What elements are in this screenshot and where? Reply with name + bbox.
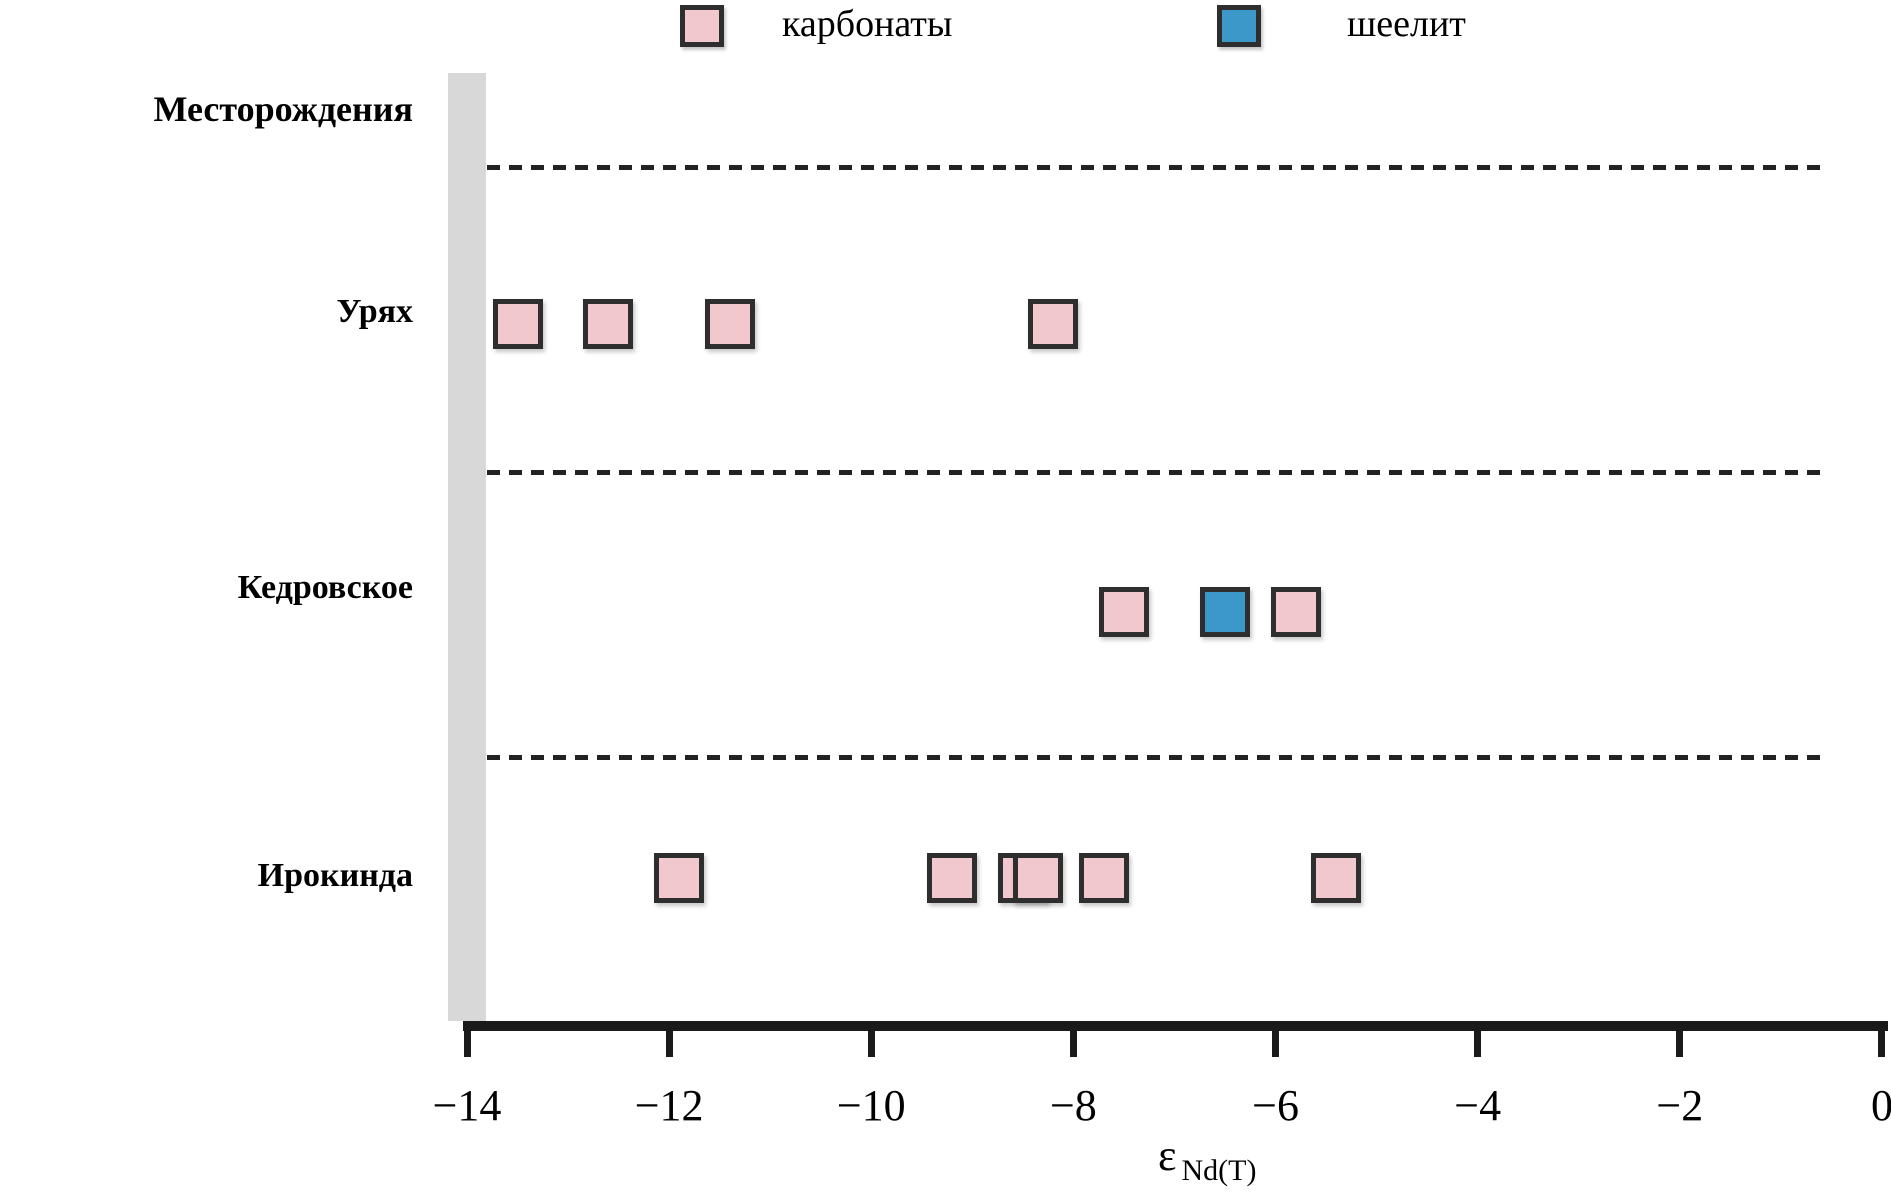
x-axis-tick xyxy=(1878,1031,1886,1057)
data-point-carbonate xyxy=(1078,853,1129,903)
data-point-carbonate xyxy=(1098,587,1149,637)
legend-swatch-scheelite xyxy=(1217,5,1261,47)
data-point-carbonate xyxy=(1311,853,1362,903)
data-point-carbonate xyxy=(1028,299,1079,349)
x-axis-line xyxy=(463,1021,1888,1031)
row-label-kedrovskoe: Кедровское xyxy=(237,569,413,606)
x-axis-tick xyxy=(867,1031,875,1057)
left-gray-band xyxy=(448,73,486,1021)
row-separator-line xyxy=(487,470,1825,475)
data-point-carbonate xyxy=(1013,853,1064,903)
x-axis-tick-label: −8 xyxy=(1049,1081,1097,1130)
y-axis-header: Месторождения xyxy=(153,89,414,129)
row-separator-line xyxy=(487,755,1825,760)
data-point-carbonate xyxy=(927,853,978,903)
legend-label-carbonates: карбонаты xyxy=(782,3,953,45)
x-axis-title-subscript: Nd(T) xyxy=(1181,1154,1257,1187)
data-point-carbonate xyxy=(492,299,543,349)
x-axis-tick-label: −10 xyxy=(836,1081,906,1130)
x-axis-tick xyxy=(665,1031,673,1057)
x-axis-tick-label: −4 xyxy=(1454,1081,1502,1130)
row-separator-line xyxy=(487,165,1825,170)
data-point-carbonate xyxy=(1270,587,1321,637)
legend-swatch-carbonates xyxy=(680,5,724,47)
x-axis-tick xyxy=(463,1031,471,1057)
row-label-uryakh: Урях xyxy=(336,293,413,330)
x-axis-tick-label: −14 xyxy=(432,1081,502,1130)
x-axis-tick-label: −12 xyxy=(634,1081,704,1130)
data-point-carbonate xyxy=(704,299,755,349)
x-axis-tick xyxy=(1474,1031,1482,1057)
x-axis-tick xyxy=(1676,1031,1684,1057)
data-point-carbonate xyxy=(583,299,634,349)
x-axis-tick-label: −6 xyxy=(1252,1081,1299,1130)
data-point-scheelite xyxy=(1200,587,1251,637)
x-axis-tick-label: 0 xyxy=(1870,1081,1891,1130)
x-axis-title: ε Nd(T) xyxy=(1158,1130,1256,1187)
x-axis-tick xyxy=(1069,1031,1077,1057)
x-axis-tick-label: −2 xyxy=(1656,1081,1704,1130)
legend-label-scheelite: шеелит xyxy=(1347,3,1466,45)
data-point-carbonate xyxy=(654,853,705,903)
x-axis-tick xyxy=(1272,1031,1280,1057)
row-label-irokinda: Ирокинда xyxy=(257,857,413,894)
x-axis-title-symbol: ε xyxy=(1158,1131,1177,1180)
